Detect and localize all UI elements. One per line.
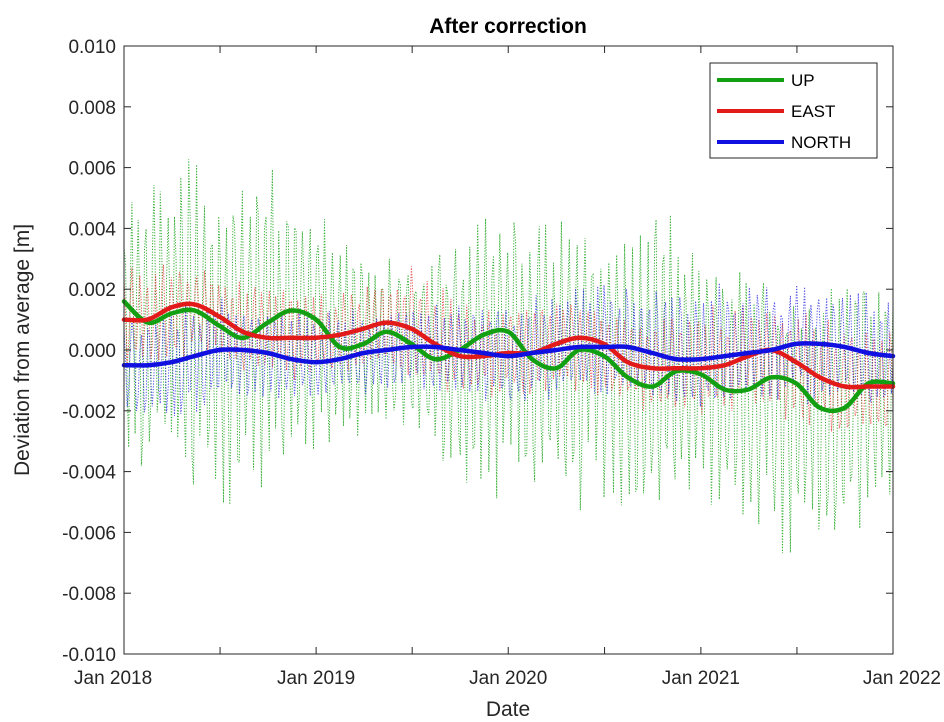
y-tick-label: 0.000: [68, 341, 116, 362]
legend-label-north: NORTH: [791, 133, 851, 152]
x-tick-label: Jan 2022: [863, 668, 941, 689]
y-tick-label: 0.006: [68, 159, 116, 180]
y-tick-label: 0.008: [68, 98, 116, 119]
x-axis-label: Date: [486, 698, 530, 721]
tick-layer: 0.010 0.008 0.006 0.004 0.002 0.000 -0.002 -0.0…: [62, 37, 941, 689]
y-axis-label: Deviation from average [m]: [11, 224, 34, 476]
legend: UP EAST NORTH: [709, 62, 878, 159]
x-tick-label: Jan 2021: [662, 668, 740, 689]
x-tick-label: Jan 2020: [469, 668, 547, 689]
raw-series-up: [123, 159, 894, 554]
y-tick-label: -0.004: [62, 463, 116, 484]
y-tick-label: 0.004: [68, 219, 116, 240]
x-tick-label: Jan 2018: [74, 668, 152, 689]
raw-series-layer: [123, 159, 894, 554]
y-tick-label: 0.002: [68, 280, 116, 301]
smoothed-series-layer: [121, 299, 896, 414]
y-tick-label: -0.008: [62, 584, 116, 605]
y-tick-label: -0.010: [62, 645, 116, 666]
y-tick-label: -0.006: [62, 523, 116, 544]
x-tick-label: Jan 2019: [277, 668, 355, 689]
smoothed-line-north: [121, 341, 896, 368]
legend-label-east: EAST: [791, 102, 835, 121]
chart-title: After correction: [429, 15, 587, 38]
raw-series-east: [123, 264, 894, 432]
legend-label-up: UP: [791, 71, 815, 90]
raw-series-north: [123, 283, 894, 416]
y-tick-label: -0.002: [62, 402, 116, 423]
y-tick-label: 0.010: [68, 37, 116, 58]
